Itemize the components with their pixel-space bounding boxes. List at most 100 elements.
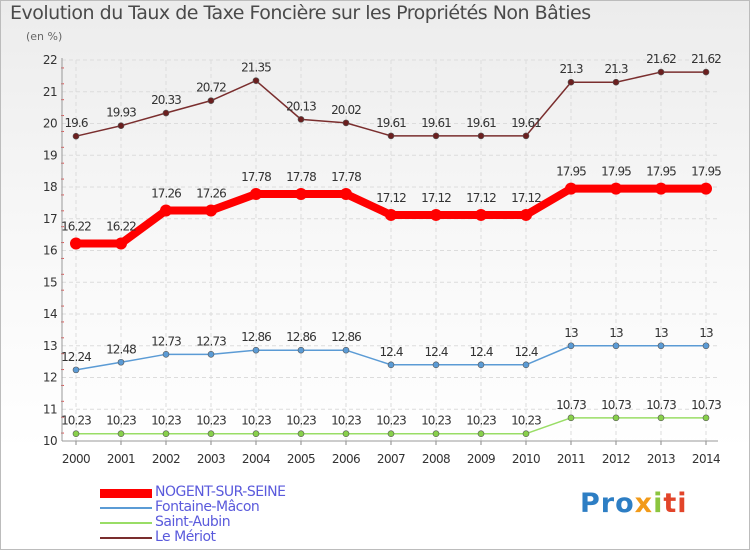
y-tick-label: 22 [43,53,57,67]
data-label: 10.23 [196,414,226,428]
series-point-0 [70,237,82,250]
data-label: 21.62 [691,52,721,66]
x-tick-label: 2008 [422,452,450,466]
series-point-0 [385,208,397,221]
series-point-0 [520,208,532,221]
series-point-0 [430,208,442,221]
data-label: 17.12 [466,191,496,205]
data-label: 19.61 [466,116,496,130]
series-point-0 [295,187,307,200]
series-point-2 [342,430,350,437]
x-tick-label: 2012 [602,452,630,466]
legend-label: Fontaine-Mâcon [155,499,260,515]
data-label: 21.3 [604,62,627,76]
y-tick-label: 10 [43,434,57,448]
data-label-layer: 16.22 16.22 17.26 17.26 17.78 17.78 17.78 17.12… [61,52,722,428]
series-point-3 [612,78,620,86]
data-label: 10.23 [376,414,406,428]
data-label: 17.78 [241,170,271,184]
legend-item: Fontaine-Mâcon [100,500,360,515]
data-label: 10.73 [601,398,631,412]
data-label: 13 [654,326,668,340]
series-point-3 [72,132,80,140]
series-point-1 [477,361,485,369]
series-point-1 [72,366,80,374]
legend: NOGENT-SUR-SEINE Fontaine-Mâcon Saint-Aubi… [100,485,360,545]
series-point-2 [72,430,80,437]
legend-swatch [100,522,152,524]
data-label: 19.6 [64,116,87,130]
data-label: 13 [609,326,623,340]
series-point-0 [700,182,712,195]
series-point-2 [702,414,710,422]
legend-item: Saint-Aubin [100,515,360,530]
series-point-2 [432,430,440,437]
data-label: 21.3 [559,62,582,76]
series-point-3 [297,116,305,123]
series-point-1 [612,342,620,350]
data-label: 17.26 [196,186,226,200]
logo-part-i: i [653,488,664,519]
data-label: 10.73 [556,398,586,412]
data-label: 17.95 [556,165,586,179]
series-layer [70,68,712,437]
x-tick-label: 2013 [647,452,675,466]
x-tick-label: 2009 [467,452,495,466]
data-label: 10.23 [421,414,451,428]
y-tick-label: 17 [43,212,57,226]
grid-layer [62,59,718,442]
series-point-1 [702,342,710,350]
data-label: 19.61 [511,116,541,130]
series-point-1 [207,351,215,358]
series-point-3 [702,68,710,76]
series-point-3 [162,109,170,117]
data-label: 12.86 [241,330,271,344]
series-point-2 [117,430,125,437]
series-point-0 [610,182,622,195]
data-label: 13 [564,326,578,340]
series-point-2 [297,430,305,437]
y-tick-label: 11 [43,402,57,416]
data-label: 19.93 [106,106,136,120]
series-point-1 [297,346,305,354]
legend-label: NOGENT-SUR-SEINE [155,484,286,500]
data-label: 12.86 [286,330,316,344]
data-label: 10.23 [106,414,136,428]
x-tick-label: 2001 [107,452,135,466]
y-tick-label: 12 [43,371,57,385]
x-tick-label: 2000 [62,452,90,466]
series-point-3 [387,132,395,140]
y-tick-label: 15 [43,275,57,289]
data-label: 17.12 [421,191,451,205]
data-label: 10.23 [241,414,271,428]
y-tick-label: 13 [43,339,57,353]
data-label: 12.86 [331,330,361,344]
data-label: 12.48 [106,342,136,356]
data-label: 17.12 [376,191,406,205]
series-point-0 [160,204,172,217]
data-label: 12.4 [469,345,492,359]
legend-swatch [100,489,152,498]
x-tick-label: 2011 [557,452,585,466]
legend-swatch [100,537,152,539]
data-label: 20.02 [331,103,361,117]
series-point-2 [477,430,485,437]
data-label: 21.62 [646,52,676,66]
data-label: 10.23 [331,414,361,428]
series-point-2 [612,414,620,422]
series-point-1 [342,346,350,354]
series-point-2 [252,430,260,437]
series-point-0 [475,208,487,221]
legend-label: Saint-Aubin [155,514,231,530]
data-label: 17.26 [151,186,181,200]
series-point-1 [387,361,395,369]
data-label: 17.78 [286,170,316,184]
series-point-0 [565,182,577,195]
data-label: 12.4 [424,345,447,359]
series-point-0 [205,204,217,217]
series-point-3 [252,77,260,84]
data-label: 16.22 [106,220,136,234]
series-point-3 [207,97,215,104]
series-point-1 [162,351,170,358]
series-point-1 [567,342,575,350]
